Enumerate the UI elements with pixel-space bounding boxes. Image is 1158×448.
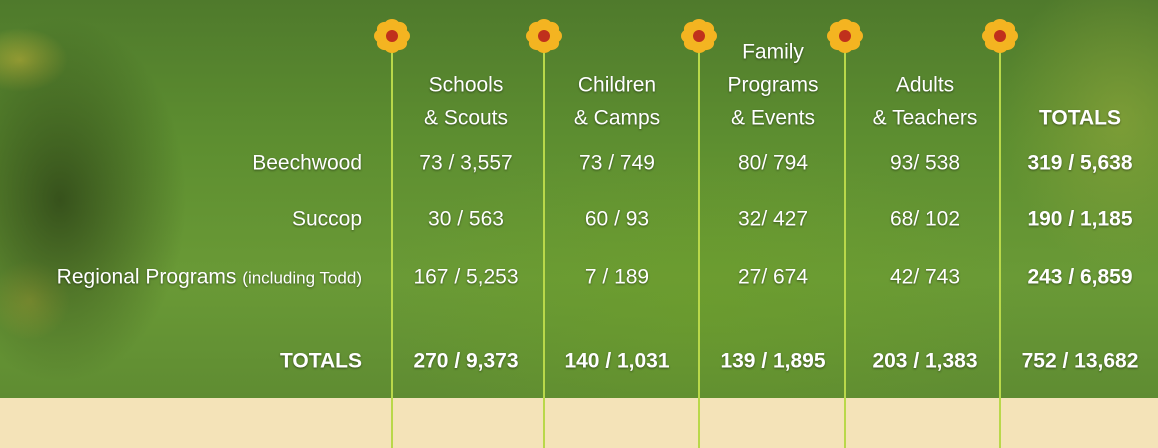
table-cell: 80/ 794 (737, 151, 809, 175)
flower-icon (526, 19, 562, 53)
table-cell: 60 / 93 (584, 207, 650, 231)
table-cell: 27/ 674 (737, 265, 809, 289)
row-label-text: Succop (291, 207, 362, 231)
table-cell: 319 / 5,638 (1027, 151, 1133, 175)
column-header: Adults (895, 73, 955, 97)
column-header: & Events (730, 106, 816, 130)
flower-stem (999, 40, 1001, 448)
flower-stem (543, 40, 545, 448)
row-label-text: Beechwood (252, 151, 362, 175)
table-cell: 93/ 538 (889, 151, 961, 175)
totals-cell: 140 / 1,031 (564, 349, 670, 373)
flower-center (693, 30, 705, 42)
column-header: & Camps (573, 106, 661, 130)
row-label: Regional Programs (including Todd) (57, 267, 362, 288)
flower-stem (698, 40, 700, 448)
column-header: Schools (428, 73, 504, 97)
totals-cell: 270 / 9,373 (413, 349, 519, 373)
table-cell: 190 / 1,185 (1027, 207, 1133, 231)
table-cell: 7 / 189 (584, 265, 650, 289)
column-header: Family (742, 40, 804, 64)
table-cell: 30 / 563 (428, 207, 504, 231)
flower-icon (827, 19, 863, 53)
column-header: TOTALS (1038, 106, 1122, 130)
flower-icon (982, 19, 1018, 53)
column-header: Programs (727, 73, 819, 97)
totals-cell: 203 / 1,383 (872, 349, 978, 373)
row-note: (including Todd) (242, 268, 362, 288)
flower-center (839, 30, 851, 42)
totals-cell: 752 / 13,682 (1021, 349, 1139, 373)
totals-label: TOTALS (279, 349, 362, 373)
flower-center (994, 30, 1006, 42)
table-cell: 32/ 427 (737, 207, 809, 231)
flower-center (538, 30, 550, 42)
flower-stem (391, 40, 393, 448)
flower-icon (681, 19, 717, 53)
column-header: & Teachers (872, 106, 978, 130)
column-header: Children (577, 73, 657, 97)
flower-center (386, 30, 398, 42)
table-cell: 68/ 102 (889, 207, 961, 231)
table-cell: 73 / 3,557 (419, 151, 513, 175)
row-label: Beechwood (252, 153, 362, 174)
table-cell: 243 / 6,859 (1027, 265, 1133, 289)
table-cell: 167 / 5,253 (413, 265, 519, 289)
flower-icon (374, 19, 410, 53)
row-label: Succop (292, 209, 362, 230)
table-cell: 73 / 749 (579, 151, 655, 175)
column-header: & Scouts (423, 106, 509, 130)
table-cell: 42/ 743 (889, 265, 961, 289)
row-label-text: Regional Programs (56, 265, 237, 289)
flower-stem (844, 40, 846, 448)
grass-background (0, 0, 1158, 398)
totals-cell: 139 / 1,895 (720, 349, 826, 373)
